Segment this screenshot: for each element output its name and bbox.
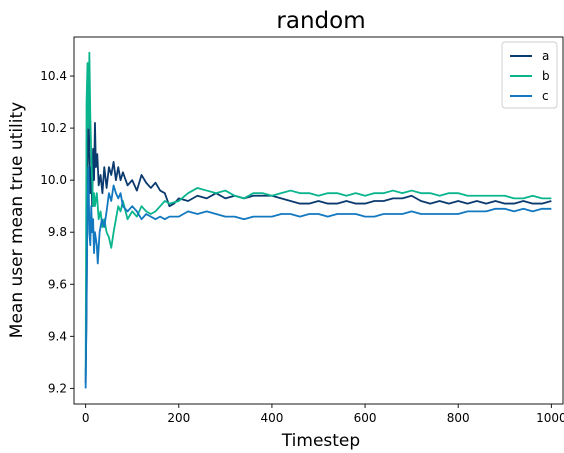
x-tick-label-5: 1000 xyxy=(536,411,564,425)
x-tick-label-4: 800 xyxy=(447,411,470,425)
y-tick-label-3: 9.8 xyxy=(48,225,67,239)
y-tick-label-0: 9.2 xyxy=(48,381,67,395)
y-tick-label-6: 10.4 xyxy=(40,69,67,83)
y-axis-label: Mean user mean true utility xyxy=(7,102,27,338)
plot-area xyxy=(84,51,552,389)
series-line-b xyxy=(84,51,552,376)
y-tick-label-4: 10.0 xyxy=(40,173,67,187)
legend-label-a: a xyxy=(542,49,549,63)
x-tick-label-1: 200 xyxy=(167,411,190,425)
x-tick-label-2: 400 xyxy=(260,411,283,425)
series-line-a xyxy=(84,101,552,384)
series-line-c xyxy=(84,166,552,389)
x-tick-label-0: 0 xyxy=(82,411,90,425)
chart-title: random xyxy=(276,8,365,34)
y-tick-label-5: 10.2 xyxy=(40,121,67,135)
x-tick-label-3: 600 xyxy=(354,411,377,425)
legend: abc xyxy=(501,41,558,109)
legend-label-c: c xyxy=(542,89,549,103)
x-axis-label: Timestep xyxy=(281,431,360,451)
axes: 0 200 400 600 800 1000 9.2 9.4 9.6 9.8 10.0 10.2 10.… xyxy=(40,36,564,425)
axes-frame xyxy=(73,36,564,405)
legend-label-b: b xyxy=(542,69,550,83)
y-tick-label-1: 9.4 xyxy=(48,329,67,343)
y-tick-label-2: 9.6 xyxy=(48,277,67,291)
